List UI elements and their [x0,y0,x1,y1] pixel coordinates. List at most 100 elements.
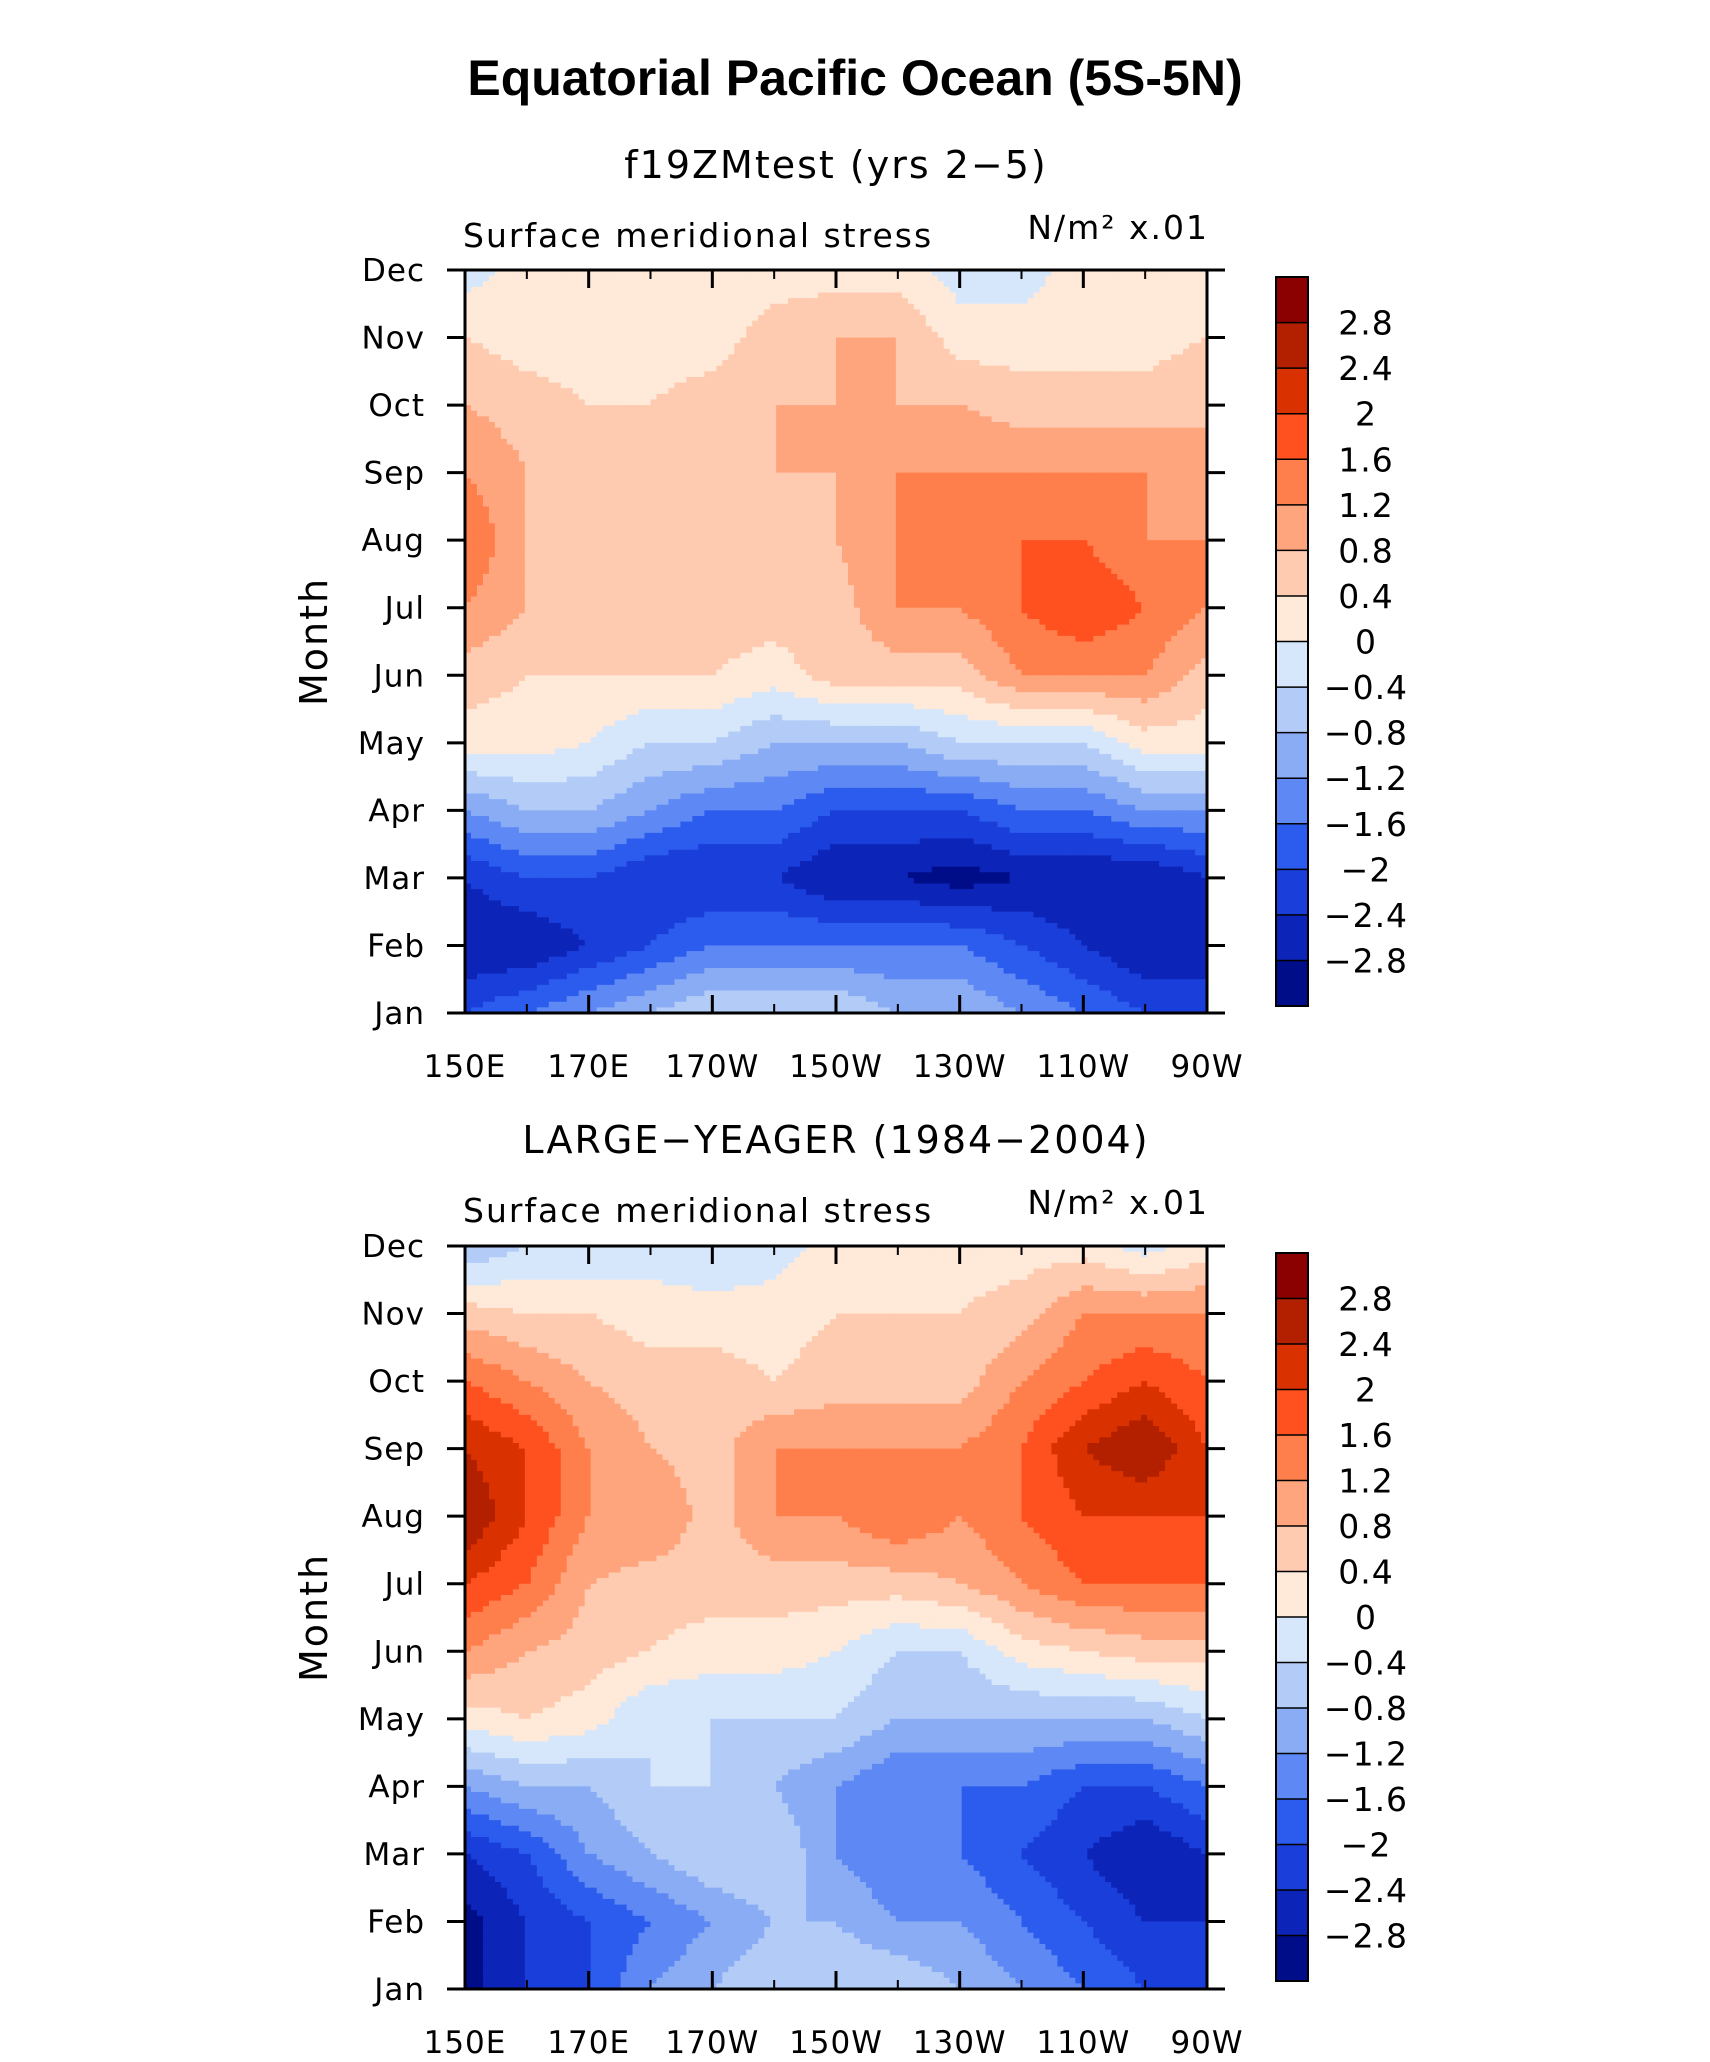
field-cell [651,383,658,389]
field-cell [878,281,885,287]
field-cell [603,293,610,299]
field-cell [716,461,723,467]
field-cell [836,293,843,299]
field-cell [1033,444,1040,450]
field-cell [998,405,1005,411]
field-cell [501,315,508,321]
field-cell [800,343,807,349]
field-cell [513,456,520,462]
field-cell [812,349,819,355]
field-cell [782,354,789,360]
field-cell [968,354,975,360]
field-cell [489,338,496,344]
field-cell [1123,338,1130,344]
field-cell [483,354,490,360]
field-cell [1183,326,1190,332]
field-cell [489,428,496,434]
field-cell [1183,377,1190,383]
field-cell [932,326,939,332]
field-cell [674,360,681,366]
field-cell [1045,439,1052,445]
field-cell [477,315,484,321]
field-cell [543,428,550,434]
field-cell [890,366,897,372]
field-cell [788,332,795,338]
field-cell [471,287,478,293]
field-cell [656,439,663,445]
field-cell [980,332,987,338]
field-cell [848,444,855,450]
field-cell [549,349,556,355]
field-cell [591,405,598,411]
field-cell [914,439,921,445]
field-cell [956,349,963,355]
field-cell [645,281,652,287]
field-cell [746,360,753,366]
field-cell [1171,416,1178,422]
field-cell [884,428,891,434]
field-cell [1093,450,1100,456]
field-cell [603,332,610,338]
field-cell [674,383,681,389]
field-cell [662,456,669,462]
field-cell [1141,456,1148,462]
field-cell [1075,405,1082,411]
field-cell [890,383,897,389]
field-cell [591,354,598,360]
field-cell [656,304,663,310]
field-cell [1069,315,1076,321]
field-cell [531,411,538,417]
field-cell [1081,450,1088,456]
field-cell [1051,433,1058,439]
field-cell [992,377,999,383]
field-cell [782,388,789,394]
field-cell [1093,309,1100,315]
field-cell [734,422,741,428]
field-cell [489,304,496,310]
field-cell [968,326,975,332]
field-cell [519,383,526,389]
field-cell [573,349,580,355]
field-cell [585,439,592,445]
field-cell [1189,326,1196,332]
field-cell [662,450,669,456]
field-cell [950,394,957,400]
field-cell [555,309,562,315]
field-cell [1105,394,1112,400]
field-cell [824,433,831,439]
field-cell [1111,366,1118,372]
field-cell [758,394,765,400]
field-cell [1022,321,1029,327]
field-cell [573,416,580,422]
field-cell [561,298,568,304]
field-cell [501,281,508,287]
field-cell [561,349,568,355]
field-cell [561,371,568,377]
field-cell [884,422,891,428]
field-cell [788,354,795,360]
field-cell [872,422,879,428]
field-cell [956,315,963,321]
field-cell [489,281,496,287]
field-cell [686,298,693,304]
field-cell [495,377,502,383]
field-cell [1159,276,1166,282]
field-cell [680,428,687,434]
field-cell [1022,287,1029,293]
field-cell [1039,416,1046,422]
field-cell [1123,456,1130,462]
field-cell [1075,360,1082,366]
field-cell [950,354,957,360]
field-cell [782,433,789,439]
field-cell [567,456,574,462]
field-cell [698,394,705,400]
field-cell [698,416,705,422]
field-cell [758,388,765,394]
field-cell [722,281,729,287]
field-cell [561,343,568,349]
field-cell [662,332,669,338]
field-cell [537,326,544,332]
field-cell [1033,371,1040,377]
field-cell [1093,371,1100,377]
field-cell [1147,287,1154,293]
